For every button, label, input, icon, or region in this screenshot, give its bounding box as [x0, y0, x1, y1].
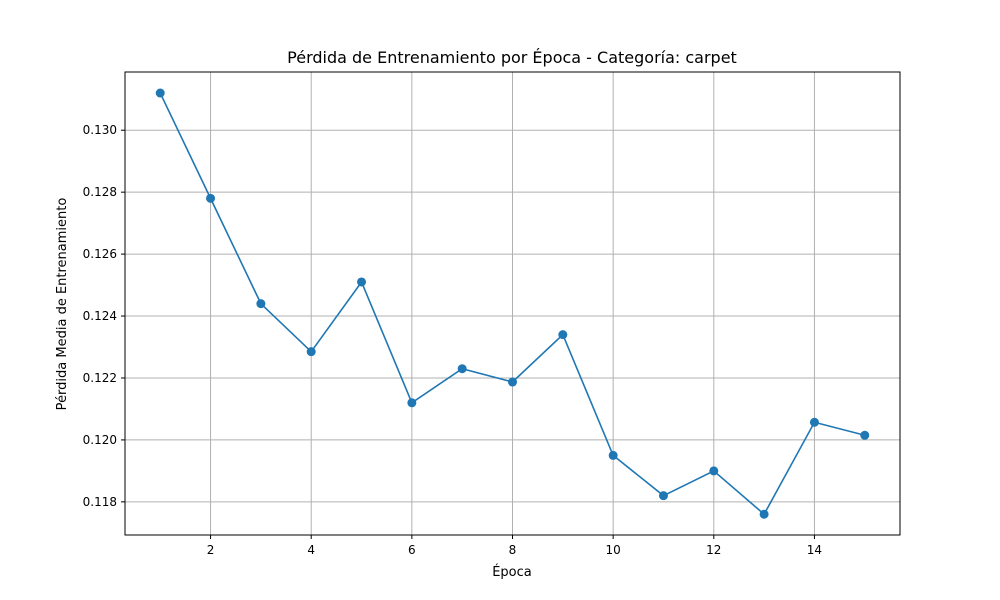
x-tick-label: 10: [606, 543, 621, 557]
data-point: [206, 193, 216, 203]
data-point: [759, 509, 769, 519]
y-tick-label: 0.126: [83, 247, 117, 261]
data-point: [357, 277, 367, 287]
y-tick-label: 0.128: [83, 185, 117, 199]
x-axis-label: Época: [492, 564, 532, 580]
y-tick-label: 0.120: [83, 433, 117, 447]
chart-title: Pérdida de Entrenamiento por Época - Cat…: [287, 48, 737, 67]
x-tick-label: 12: [706, 543, 721, 557]
x-tick-label: 4: [307, 543, 315, 557]
data-point: [608, 450, 618, 460]
y-tick-label: 0.130: [83, 123, 117, 137]
x-tick-label: 14: [807, 543, 822, 557]
data-point: [306, 347, 316, 357]
data-point: [658, 491, 668, 501]
data-point: [860, 430, 870, 440]
ticks-layer: 2 4 6 8 10 12 14 0.118 0.120 0.122 0.124 0.126 0.128…: [83, 123, 822, 557]
x-tick-label: 6: [408, 543, 416, 557]
data-point: [508, 377, 517, 387]
x-tick-label: 8: [509, 543, 517, 557]
y-tick-label: 0.124: [83, 309, 117, 323]
data-point: [155, 88, 165, 98]
data-point: [457, 364, 467, 374]
x-tick-label: 2: [207, 543, 215, 557]
data-point: [558, 330, 568, 340]
data-point: [256, 299, 266, 309]
data-point: [709, 466, 719, 476]
y-axis-label: Pérdida Media de Entrenamiento: [55, 198, 70, 411]
series-layer: [155, 88, 870, 519]
data-point: [809, 417, 819, 427]
y-tick-label: 0.118: [83, 495, 117, 509]
grid-layer: [125, 72, 900, 535]
y-tick-label: 0.122: [83, 371, 117, 385]
data-point: [407, 398, 417, 408]
